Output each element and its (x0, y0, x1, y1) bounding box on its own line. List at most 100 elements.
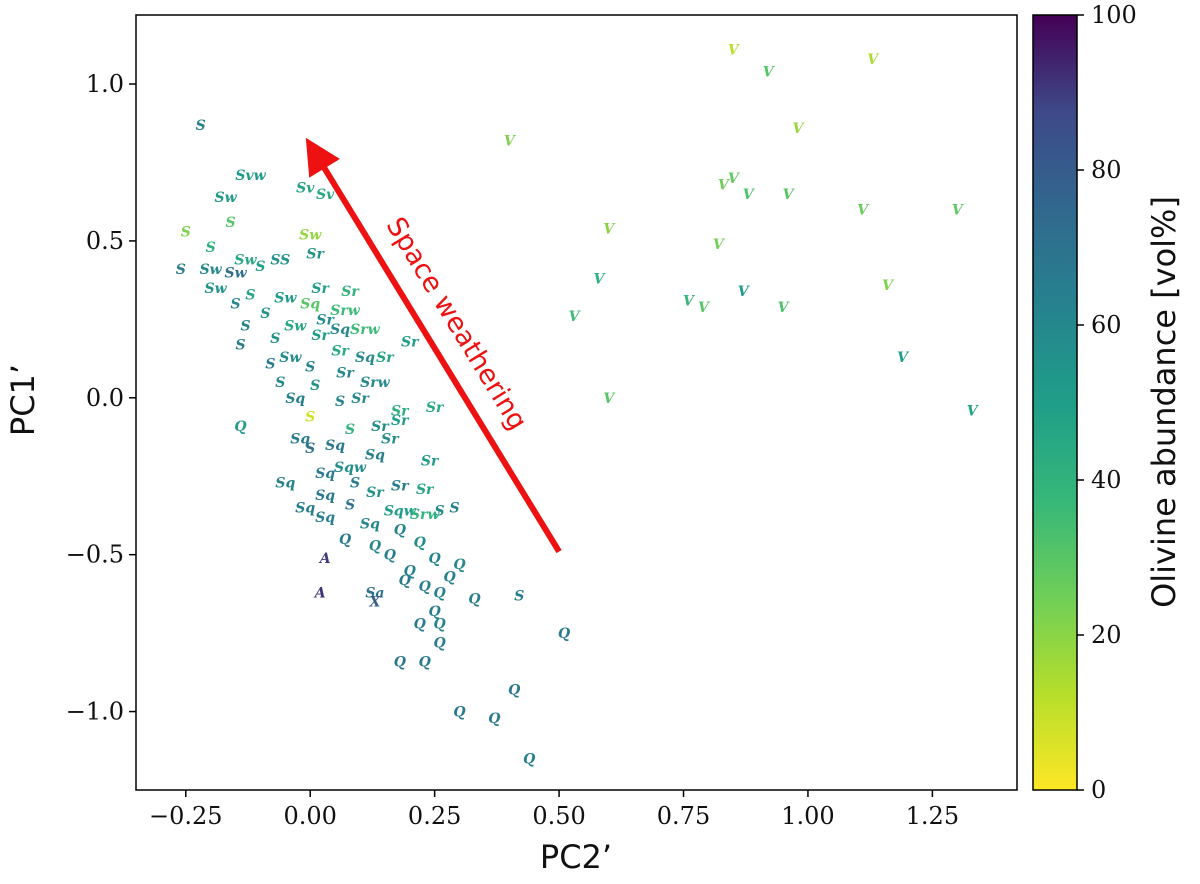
x-tick-label: 1.00 (781, 802, 834, 830)
data-point: V (793, 121, 806, 137)
data-point: Sw (299, 228, 322, 244)
data-point: S (230, 297, 240, 313)
data-point: Sr (371, 419, 390, 435)
data-point: V (967, 403, 980, 419)
data-point: S (196, 118, 206, 134)
data-point: S (449, 501, 459, 517)
data-point: Sr (391, 413, 410, 429)
data-point: A (313, 585, 326, 601)
data-point: Sq (365, 447, 385, 463)
x-tick-label: −0.25 (149, 802, 223, 830)
colorbar-tick-label: 20 (1091, 621, 1122, 649)
data-point: Sr (391, 479, 410, 495)
data-point: Sq (330, 322, 350, 338)
data-point: Q (443, 570, 455, 586)
data-point: V (743, 187, 756, 203)
data-point: Svw (235, 168, 266, 184)
data-point: S (514, 588, 524, 604)
data-point: V (867, 52, 880, 68)
data-point: Sr (341, 284, 360, 300)
data-point: Sr (306, 246, 325, 262)
data-point: S (260, 306, 270, 322)
x-axis-label: PC2’ (540, 838, 612, 876)
data-point: V (603, 221, 616, 237)
data-point: S (305, 359, 315, 375)
data-point: V (952, 203, 965, 219)
data-point: S (240, 319, 250, 335)
data-point: S (235, 337, 245, 353)
y-axis-label: PC1’ (4, 364, 42, 436)
data-point: Sr (376, 350, 395, 366)
data-point: Sw (215, 190, 238, 206)
data-point: Sqw (334, 460, 367, 476)
y-tick-label: 0.0 (86, 384, 124, 412)
data-point: Sv (296, 181, 315, 197)
data-point: Srw (360, 375, 390, 391)
data-point: Sq (315, 510, 335, 526)
data-point: Q (523, 752, 535, 768)
colorbar: 0 20 40 60 80 100 Olivine abundance [vol%] (1032, 1, 1183, 804)
colorbar-tick-label: 40 (1091, 466, 1122, 494)
data-point: Sq (295, 501, 315, 517)
data-point: V (882, 278, 895, 294)
data-point: V (718, 177, 731, 193)
data-point: Q (419, 654, 431, 670)
data-point: Sr (381, 432, 400, 448)
data-point: Sqw (384, 504, 417, 520)
data-point: Sa (365, 585, 384, 601)
data-point: S (206, 240, 216, 256)
data-point: Q (404, 563, 416, 579)
data-point: Sq (275, 476, 295, 492)
data-point: Srw (410, 507, 440, 523)
data-point: Sq (325, 438, 345, 454)
data-point: Sv (316, 187, 335, 203)
data-point: Srw (330, 303, 360, 319)
data-point: S (245, 287, 255, 303)
data-point: V (783, 187, 796, 203)
data-point: V (778, 300, 791, 316)
data-point: V (603, 391, 616, 407)
data-point: Sr (426, 400, 445, 416)
colorbar-label: Olivine abundance [vol%] (1145, 196, 1183, 608)
data-point: Sq (290, 432, 310, 448)
data-point: Q (399, 573, 411, 589)
y-tick-label: 1.0 (86, 70, 124, 98)
data-point: V (897, 350, 910, 366)
data-point: Q (369, 538, 381, 554)
data-point: S (335, 394, 345, 410)
data-point: S (255, 259, 265, 275)
data-point: Sq (315, 466, 335, 482)
data-point: V (504, 134, 517, 150)
x-tick-label: 0.25 (408, 802, 461, 830)
data-point: Q (234, 419, 246, 435)
space-weathering-arrow (305, 137, 562, 554)
x-tick-label: 0.50 (532, 802, 585, 830)
data-point: Sq (285, 391, 305, 407)
y-tick-label: −0.5 (66, 541, 124, 569)
space-weathering-annotation: Space weathering (305, 137, 562, 554)
data-point: Sw (200, 262, 223, 278)
data-point: Q (384, 548, 396, 564)
data-point: Sr (311, 281, 330, 297)
data-point: Sr (401, 334, 420, 350)
data-point: V (738, 284, 751, 300)
x-tick-label: 0.75 (657, 802, 710, 830)
data-point: S (345, 497, 355, 513)
colorbar-tick-label: 80 (1091, 156, 1122, 184)
data-point: Q (429, 604, 441, 620)
space-weathering-label: Space weathering (380, 212, 533, 436)
data-point: Q (429, 551, 441, 567)
data-point: X (368, 595, 381, 611)
data-point: SS (270, 253, 290, 269)
colorbar-ticks: 0 20 40 60 80 100 (1077, 1, 1137, 804)
colorbar-tick-label: 60 (1091, 311, 1122, 339)
data-point: Q (414, 617, 426, 633)
data-point: S (270, 331, 280, 347)
data-point: Sr (366, 485, 385, 501)
y-tick-label: −1.0 (66, 698, 124, 726)
data-point: Q (419, 579, 431, 595)
data-point: S (305, 410, 315, 426)
data-point: Sw (279, 350, 302, 366)
data-point: Q (434, 585, 446, 601)
